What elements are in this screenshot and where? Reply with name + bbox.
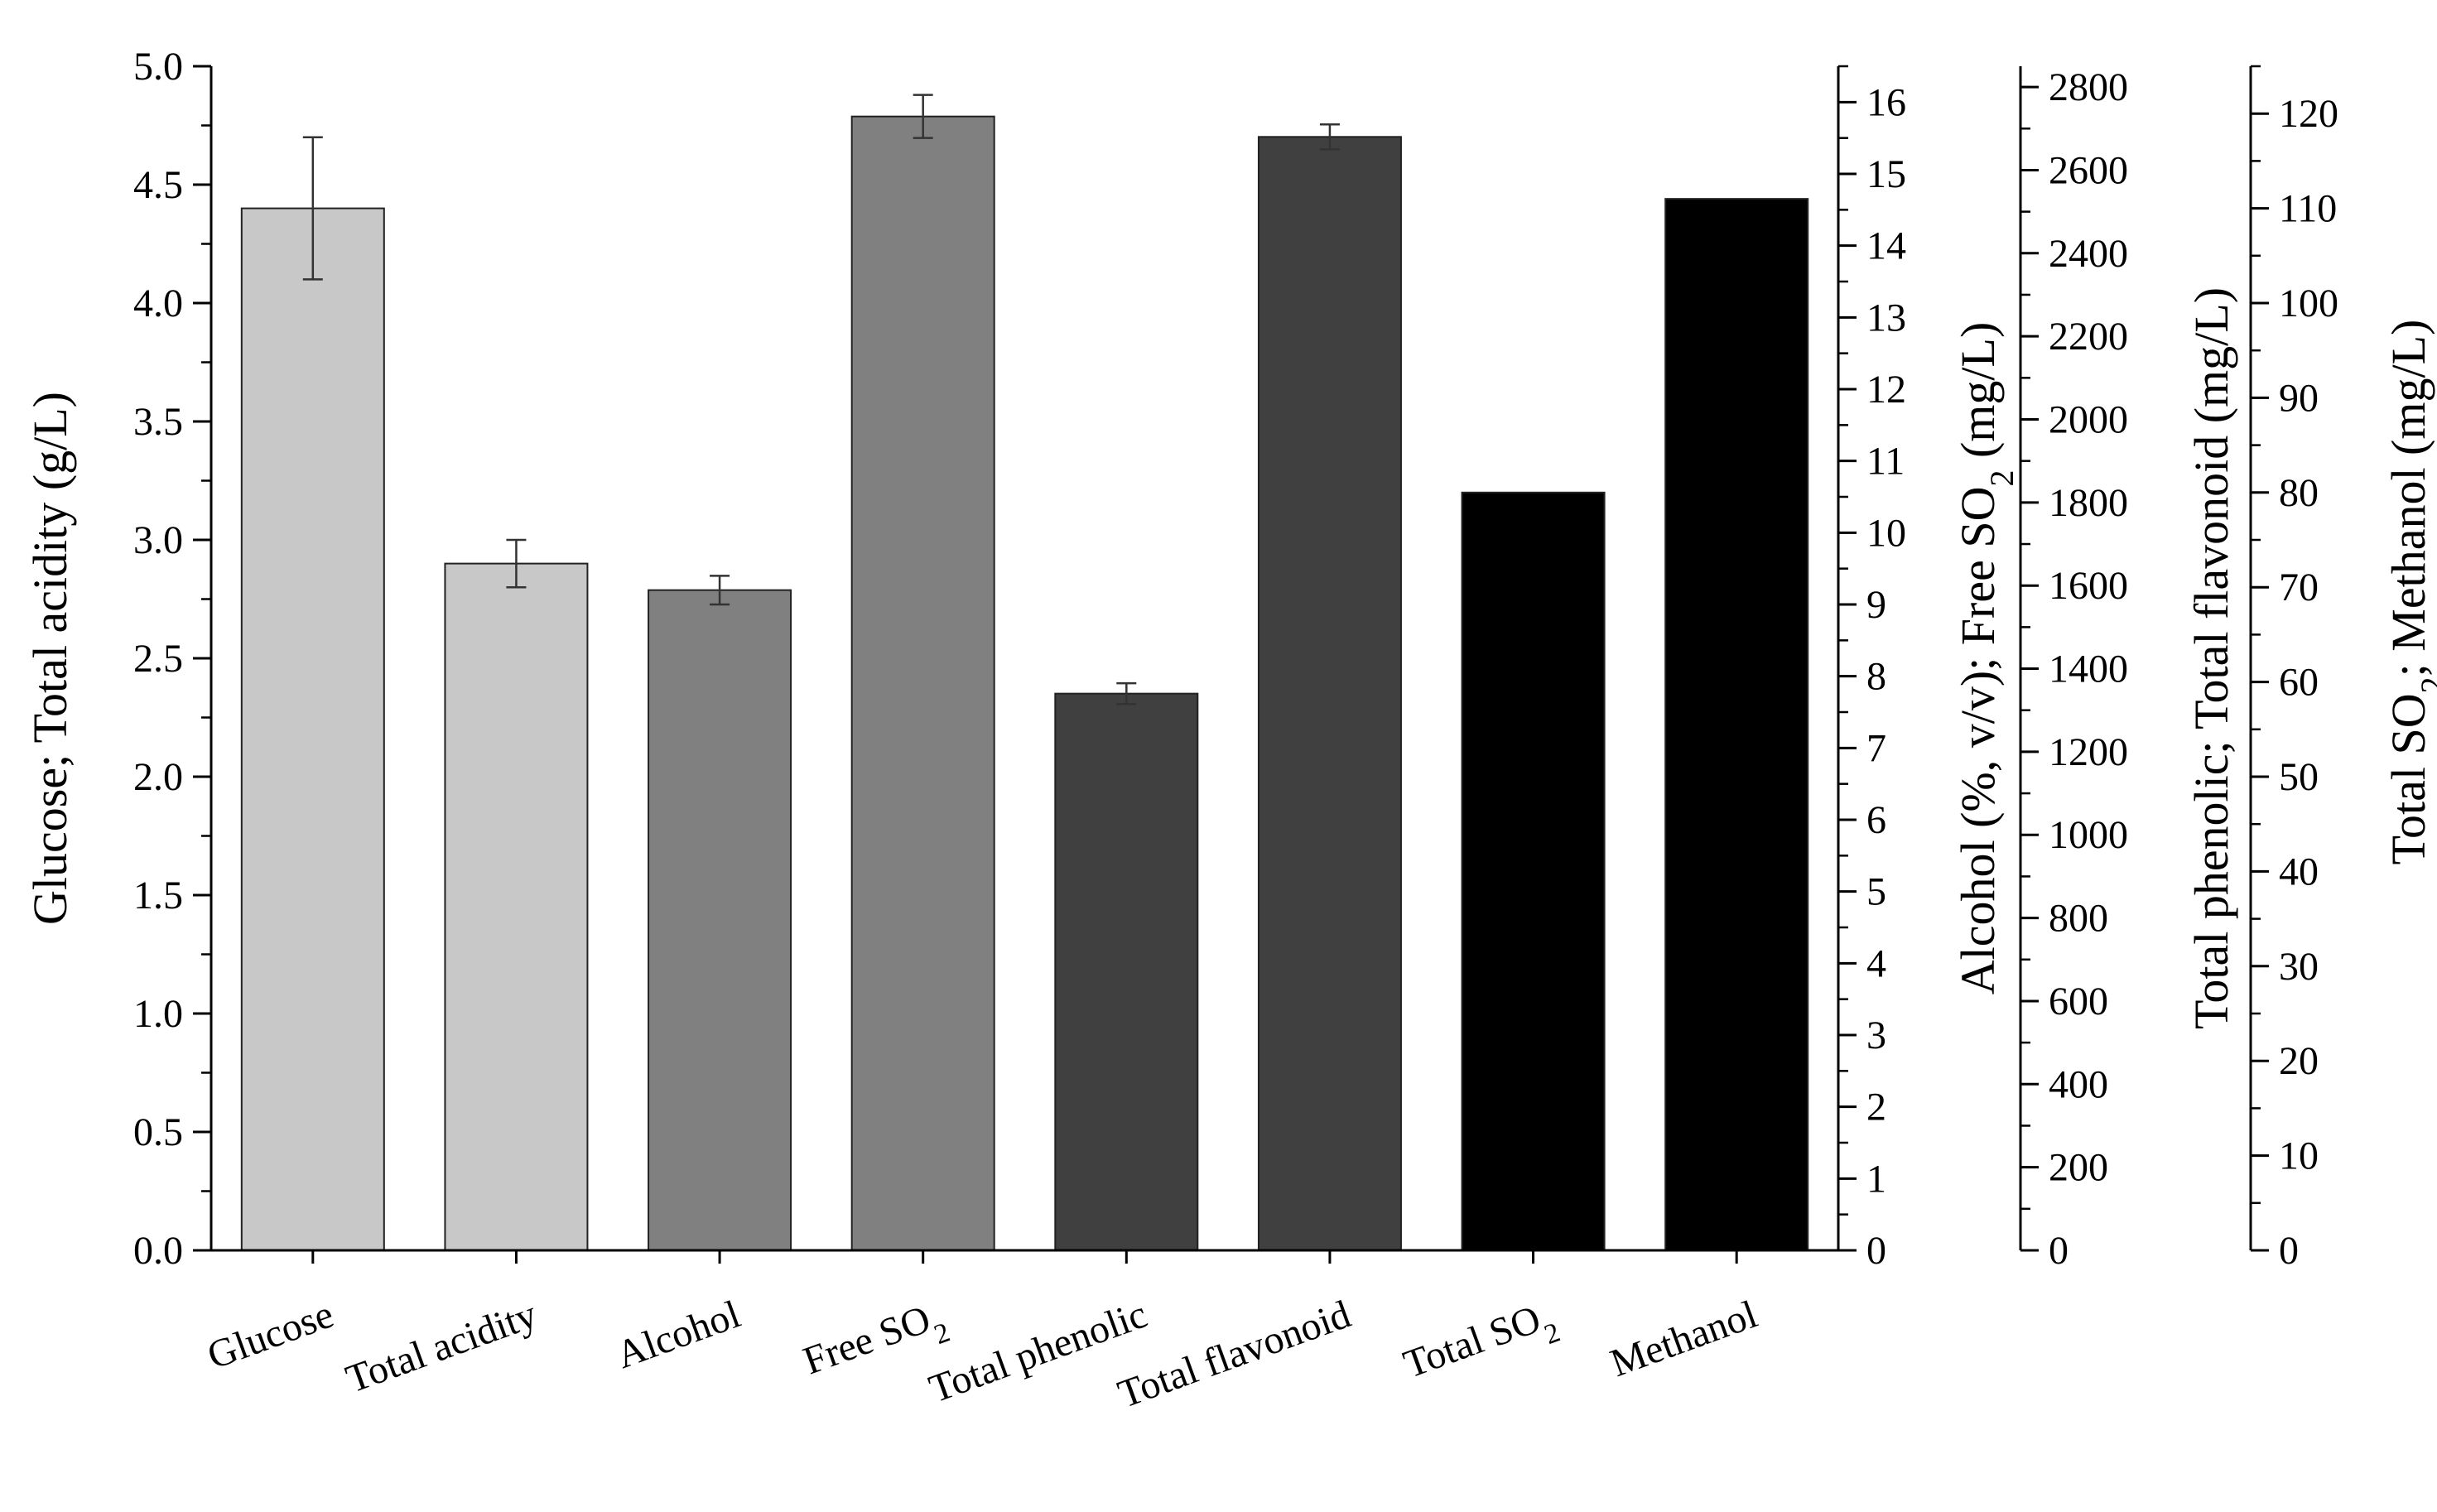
y-tick-label: 20	[2279, 1039, 2319, 1083]
x-tick-label: Glucose	[202, 1293, 340, 1379]
y-axis-title-1: Glucose; Total acidity (g/L)	[23, 392, 77, 925]
y-tick-label: 15	[1866, 152, 1906, 196]
axis-title-text: Glucose; Total acidity (g/L)	[23, 392, 77, 925]
y-tick-label: 120	[2279, 92, 2338, 136]
axis-title-text: (mg/L)	[1951, 322, 2005, 470]
y-tick-label: 400	[2049, 1062, 2108, 1106]
bar-total-flavonoid	[1257, 136, 1402, 1252]
x-tick-label-text: Methanol	[1605, 1293, 1763, 1386]
y-tick-label: 800	[2049, 897, 2108, 941]
bar-alcohol	[648, 589, 792, 1251]
y-axis-title-2: Alcohol (%, v/v); Free SO2 (mg/L)	[1951, 322, 2020, 995]
y-tick-label: 1600	[2049, 564, 2128, 608]
y-tick-label: 2.0	[133, 755, 183, 799]
y-tick-label: 200	[2049, 1146, 2108, 1190]
axis-title-text: Total phenolic; Total flavonoid (mg/L)	[2184, 287, 2238, 1029]
y-tick-label: 2800	[2049, 65, 2128, 109]
y-tick-label: 40	[2279, 850, 2319, 893]
y-tick-label: 80	[2279, 471, 2319, 515]
y-tick-label: 2	[1866, 1086, 1886, 1129]
y-tick-label: 5.0	[133, 45, 183, 89]
y-tick-label: 50	[2279, 755, 2319, 799]
y-tick-label: 0.5	[133, 1110, 183, 1154]
y-tick-label: 0	[1866, 1229, 1886, 1273]
y-tick-label: 1	[1866, 1157, 1886, 1201]
y-tick-label: 0	[2049, 1229, 2069, 1273]
y-tick-label: 600	[2049, 980, 2108, 1023]
x-tick-label-subscript: 2	[930, 1317, 954, 1351]
axis-title-text: Alcohol (%, v/v); Free SO	[1951, 487, 2005, 995]
bar-total-so2	[1461, 491, 1606, 1251]
x-tick-label-text: Glucose	[202, 1293, 340, 1379]
bar-total-acidity	[444, 562, 589, 1251]
y-tick-label: 2000	[2049, 397, 2128, 441]
x-tick-label: Total acidity	[340, 1293, 542, 1402]
x-tick-label-text: Total flavonoid	[1112, 1293, 1356, 1417]
y-tick-label: 0	[2279, 1229, 2299, 1273]
y-tick-label: 9	[1866, 583, 1886, 627]
x-tick-label-text: Total acidity	[340, 1293, 542, 1402]
y-tick-label: 1000	[2049, 813, 2128, 857]
y-tick-label: 1.5	[133, 874, 183, 917]
y-tick-label: 5	[1866, 870, 1886, 914]
x-tick-label: Total SO2	[1398, 1293, 1563, 1399]
y-tick-label: 4.5	[133, 163, 183, 207]
y-tick-label: 10	[1866, 511, 1906, 555]
axis-title-text: Total SO	[2382, 693, 2435, 864]
y-tick-label: 30	[2279, 945, 2319, 989]
y-tick-label: 70	[2279, 566, 2319, 609]
y-tick-label: 12	[1866, 368, 1906, 412]
y-tick-label: 2400	[2049, 232, 2128, 276]
x-tick-label-text: Alcohol	[610, 1293, 745, 1378]
bar-free-so2	[850, 115, 995, 1252]
y-tick-label: 4	[1866, 941, 1886, 985]
x-tick-label: Methanol	[1605, 1293, 1763, 1386]
y-tick-label: 100	[2279, 282, 2338, 325]
y-tick-label: 16	[1866, 80, 1906, 124]
x-tick-label: Total flavonoid	[1112, 1293, 1356, 1417]
y-tick-label: 10	[2279, 1134, 2319, 1178]
y-axis-title-3: Total phenolic; Total flavonoid (mg/L)	[2184, 287, 2238, 1029]
y-tick-label: 13	[1866, 296, 1906, 339]
y-tick-label: 3	[1866, 1014, 1886, 1057]
y-tick-label: 14	[1866, 224, 1906, 268]
x-tick-label-text: Total SO	[1398, 1297, 1546, 1386]
x-tick-label-subscript: 2	[1540, 1317, 1564, 1351]
y-tick-label: 11	[1866, 440, 1905, 484]
y-tick-label: 0.0	[133, 1229, 183, 1273]
axis-title-text: ; Methanol (mg/L)	[2382, 320, 2435, 677]
y-tick-label: 2.5	[133, 637, 183, 681]
y-tick-label: 1.0	[133, 992, 183, 1036]
axis-title-subscript: 2	[2414, 677, 2437, 693]
y-axis-title-4: Total SO2; Methanol (mg/L)	[2382, 320, 2437, 865]
y-tick-label: 1200	[2049, 730, 2128, 774]
error-bar	[1116, 681, 1137, 705]
y-tick-label: 60	[2279, 661, 2319, 705]
error-bar	[1319, 123, 1340, 151]
error-bar	[913, 94, 933, 139]
error-bar	[710, 575, 730, 606]
error-bar	[302, 136, 323, 281]
y-tick-label: 110	[2279, 187, 2337, 231]
y-tick-label: 6	[1866, 798, 1886, 842]
bar-methanol	[1664, 198, 1809, 1251]
y-tick-label: 1800	[2049, 481, 2128, 525]
y-tick-label: 4.0	[133, 282, 183, 325]
y-tick-label: 90	[2279, 376, 2319, 420]
axis-title-subscript: 2	[1983, 470, 2020, 487]
error-bar	[506, 538, 527, 589]
x-tick-label: Alcohol	[610, 1293, 745, 1378]
x-tick-label-text: Free SO	[797, 1297, 936, 1383]
y-tick-label: 1400	[2049, 648, 2128, 691]
y-tick-label: 2200	[2049, 315, 2128, 359]
y-tick-label: 3.5	[133, 400, 183, 444]
bar-glucose	[240, 207, 385, 1252]
y-tick-label: 7	[1866, 726, 1886, 770]
y-tick-label: 8	[1866, 655, 1886, 699]
y-tick-label: 3.0	[133, 518, 183, 562]
y-tick-label: 2600	[2049, 148, 2128, 192]
bar-total-phenolic	[1054, 692, 1199, 1251]
